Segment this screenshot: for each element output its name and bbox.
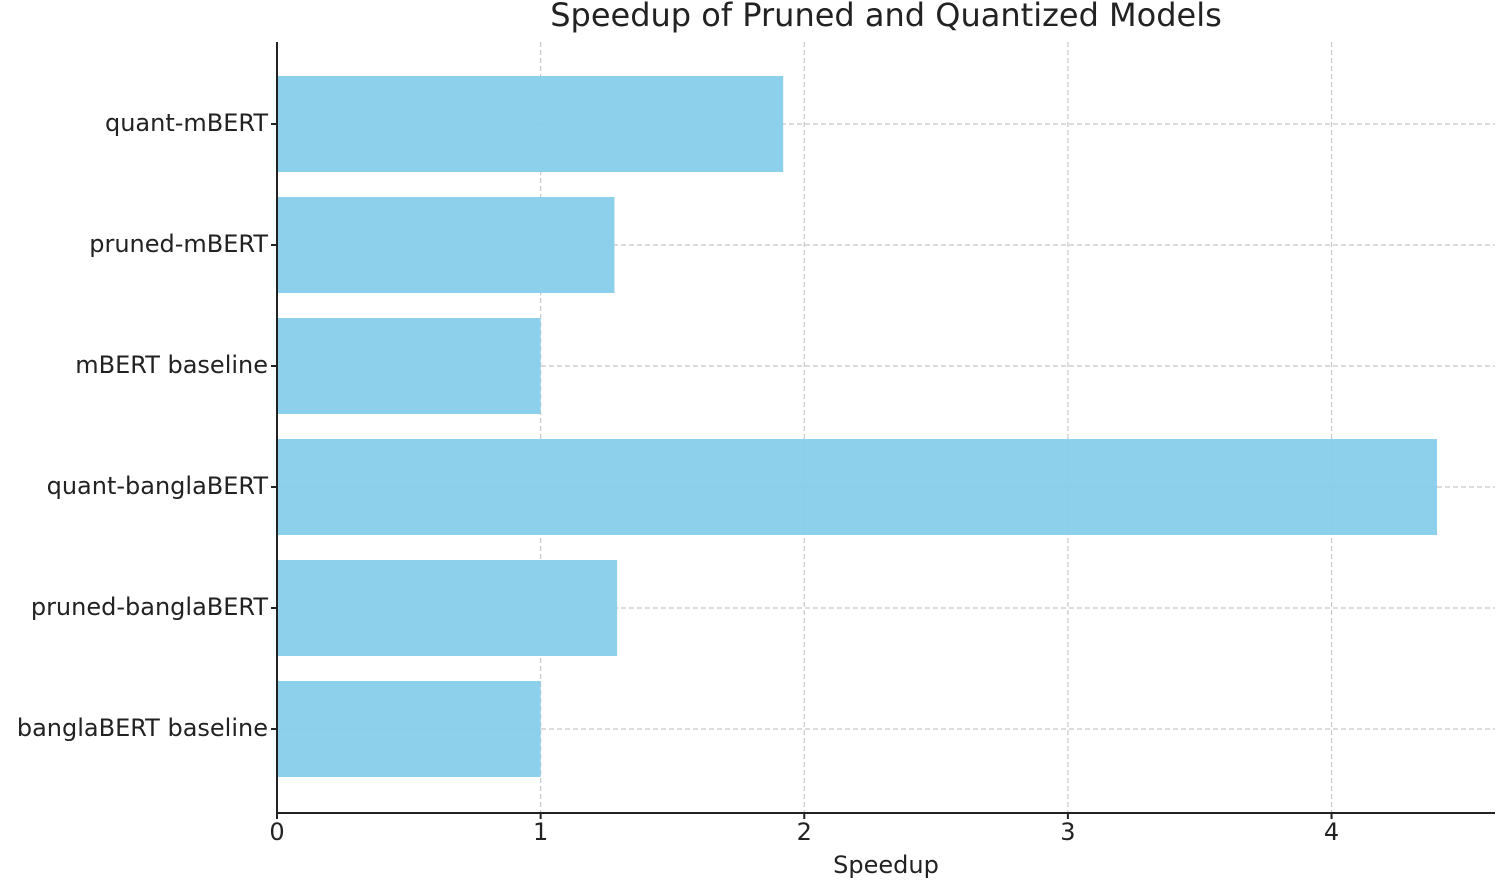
x-tick-label: 4 <box>1324 818 1339 846</box>
y-tick-label: banglaBERT baseline <box>17 714 268 742</box>
y-tick-label: quant-banglaBERT <box>47 472 269 500</box>
bar <box>277 76 784 172</box>
bar <box>277 197 615 293</box>
bar <box>277 318 541 414</box>
y-tick-label: mBERT baseline <box>75 351 268 379</box>
y-tick-label: quant-mBERT <box>105 109 268 137</box>
x-tick-label: 0 <box>269 818 284 846</box>
x-axis-label: Speedup <box>833 851 939 879</box>
bar <box>277 681 541 777</box>
x-tick-label: 3 <box>1060 818 1075 846</box>
y-tick-label: pruned-mBERT <box>89 230 268 258</box>
y-tick-label: pruned-banglaBERT <box>31 593 269 621</box>
bar <box>277 560 618 656</box>
x-tick-label: 2 <box>797 818 812 846</box>
chart-title: Speedup of Pruned and Quantized Models <box>550 0 1222 34</box>
x-tick-label: 1 <box>533 818 548 846</box>
bar <box>277 439 1437 535</box>
